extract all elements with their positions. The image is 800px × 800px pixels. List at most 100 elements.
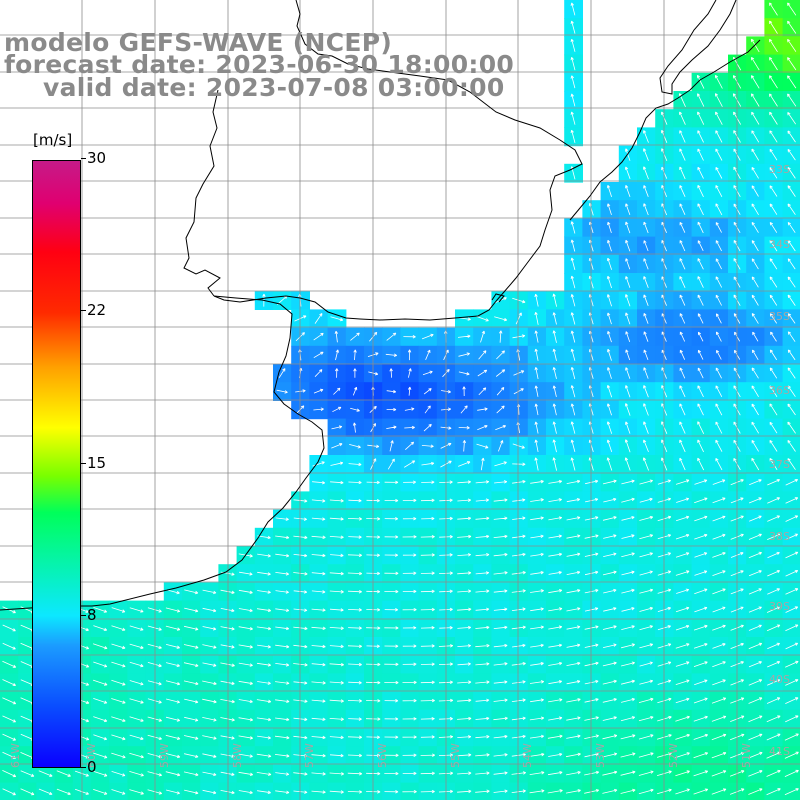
wind-arrow — [220, 662, 235, 667]
wind-arrow — [202, 626, 217, 631]
wind-arrow — [384, 608, 399, 612]
wind-speed-cell — [491, 364, 511, 383]
wind-arrow — [643, 130, 649, 143]
wind-arrow — [566, 680, 581, 685]
wind-speed-cell — [782, 72, 800, 92]
wind-arrow — [675, 606, 690, 613]
wind-arrow — [184, 735, 199, 740]
wind-arrow — [748, 533, 762, 540]
wind-arrow — [493, 589, 508, 593]
wind-arrow — [184, 753, 199, 758]
wind-arrow — [748, 642, 763, 650]
wind-arrow — [565, 752, 581, 758]
wind-arrow — [767, 679, 781, 686]
wind-arrow — [602, 734, 618, 740]
wind-arrow — [712, 588, 726, 595]
wind-speed-cell — [782, 345, 800, 365]
wind-arrow — [512, 516, 526, 520]
wind-arrow — [620, 716, 636, 722]
wind-arrow — [767, 533, 781, 540]
wind-arrow — [256, 753, 272, 758]
wind-arrow — [457, 607, 472, 612]
wind-arrow — [715, 93, 723, 107]
wind-arrow — [676, 497, 690, 503]
wind-arrow — [715, 111, 723, 125]
wind-arrow — [769, 20, 778, 34]
wind-arrow — [347, 589, 362, 594]
wind-arrow — [347, 699, 362, 703]
wind-arrow — [129, 752, 144, 759]
wind-arrow — [202, 771, 217, 777]
wind-arrow — [165, 771, 181, 777]
wind-arrow — [584, 570, 599, 576]
wind-arrow — [625, 312, 631, 325]
wind-speed-cell — [309, 327, 329, 347]
uruguay-coastline — [213, 0, 583, 321]
wind-arrow — [348, 498, 362, 503]
wind-arrow — [257, 790, 271, 795]
wind-arrow — [638, 697, 654, 703]
wind-arrow — [643, 203, 649, 216]
wind-arrow — [679, 276, 686, 288]
wind-arrow — [20, 770, 35, 777]
wind-arrow — [111, 734, 126, 741]
wind-arrow — [548, 534, 562, 539]
wind-arrow — [570, 366, 576, 380]
wind-arrow — [311, 535, 326, 539]
wind-arrow — [330, 553, 344, 558]
wind-arrow — [402, 662, 417, 666]
wind-arrow — [384, 517, 399, 521]
wind-arrow — [402, 717, 417, 721]
wind-arrow — [202, 717, 217, 722]
wind-arrow — [697, 111, 705, 125]
wind-speed-cell — [782, 200, 800, 219]
wind-arrow — [238, 680, 253, 685]
wind-arrow — [475, 644, 490, 648]
wind-arrow — [457, 480, 472, 484]
wind-arrow — [420, 571, 435, 575]
wind-arrow — [675, 752, 690, 758]
wind-arrow — [621, 679, 635, 685]
wind-arrow — [347, 517, 362, 521]
wind-arrow — [329, 626, 344, 630]
wind-arrow — [566, 589, 581, 594]
wind-arrow — [257, 571, 271, 576]
wind-arrow — [643, 148, 649, 161]
wind-speed-cell — [782, 418, 800, 438]
wind-arrow — [570, 129, 576, 144]
wind-speed-cell — [782, 236, 800, 256]
wind-arrow — [403, 480, 417, 484]
wind-arrow — [478, 350, 487, 360]
wind-arrow — [694, 552, 708, 558]
wind-arrow — [785, 660, 799, 668]
wind-speed-cell — [291, 327, 310, 347]
wind-arrow — [493, 789, 508, 793]
wind-arrow — [679, 294, 686, 306]
wind-arrow — [275, 663, 290, 667]
wind-arrow — [675, 770, 690, 777]
wind-arrow — [311, 608, 326, 612]
wind-arrow — [93, 661, 108, 668]
wind-arrow — [748, 551, 763, 559]
wind-arrow — [769, 349, 778, 361]
wind-arrow — [475, 716, 490, 721]
wind-arrow — [348, 535, 362, 539]
colorbar-tick-8: 8 — [81, 606, 97, 624]
wind-arrow — [389, 440, 394, 452]
wind-arrow — [311, 626, 326, 630]
wind-arrow — [529, 771, 545, 775]
wind-arrow — [748, 788, 763, 795]
wind-arrow — [766, 769, 781, 777]
wind-arrow — [552, 367, 557, 379]
wind-arrow — [675, 643, 690, 649]
wind-arrow — [202, 735, 217, 740]
wind-arrow — [402, 589, 417, 594]
wind-arrow — [184, 716, 199, 722]
wind-arrow — [475, 753, 490, 757]
wind-arrow — [311, 681, 326, 685]
wind-arrow — [621, 661, 635, 667]
wind-arrow — [352, 422, 357, 433]
wind-arrow — [769, 203, 778, 215]
wind-arrow — [748, 661, 762, 668]
wind-arrow — [511, 734, 526, 739]
